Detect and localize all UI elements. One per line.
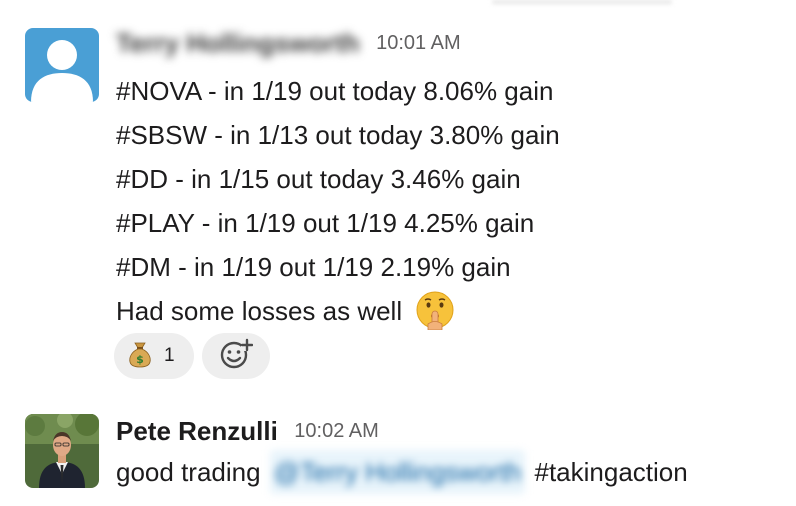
avatar-default-user[interactable]	[25, 28, 99, 102]
timestamp[interactable]: 10:02 AM	[294, 420, 379, 442]
svg-text:$: $	[136, 353, 144, 366]
reaction-money-bag[interactable]: $ 1	[114, 333, 194, 379]
message-header: Pete Renzulli 10:02 AM	[116, 416, 379, 448]
sender-name[interactable]: Pete Renzulli	[116, 416, 278, 446]
message-line: #PLAY - in 1/19 out 1/19 4.25% gain	[116, 208, 535, 238]
sender-name[interactable]: Terry Hollingsworth	[116, 28, 360, 58]
user-photo-avatar-icon	[25, 414, 99, 488]
shushing-face-emoji-icon	[415, 290, 455, 331]
message-line: #NOVA - in 1/19 out today 8.06% gain	[116, 76, 554, 106]
message-body: good trading @Terry Hollingsworth #takin…	[116, 450, 688, 494]
message-line-text: Had some losses as well	[116, 296, 403, 326]
add-reaction-button[interactable]	[202, 333, 270, 379]
message-body: #NOVA - in 1/19 out today 8.06% gain #SB…	[116, 69, 560, 333]
message-line: good trading @Terry Hollingsworth #takin…	[116, 450, 688, 494]
timestamp[interactable]: 10:01 AM	[376, 32, 461, 54]
message-line: #DD - in 1/15 out today 3.46% gain	[116, 164, 521, 194]
user-mention[interactable]: @Terry Hollingsworth	[269, 450, 526, 494]
default-user-avatar-icon	[25, 28, 99, 102]
message-line: #SBSW - in 1/13 out today 3.80% gain	[116, 120, 560, 150]
message-text: good trading	[116, 457, 261, 487]
avatar-photo[interactable]	[25, 414, 99, 488]
reaction-count: 1	[164, 345, 175, 366]
top-fade	[492, 0, 672, 4]
money-bag-emoji-icon: $	[128, 340, 152, 373]
message-line-last: Had some losses as well	[116, 289, 560, 333]
message-header: Terry Hollingsworth 10:01 AM	[116, 28, 461, 60]
add-reaction-icon	[219, 337, 254, 376]
hashtag-link[interactable]: #takingaction	[534, 457, 688, 487]
message-line: #DM - in 1/19 out 1/19 2.19% gain	[116, 252, 511, 282]
